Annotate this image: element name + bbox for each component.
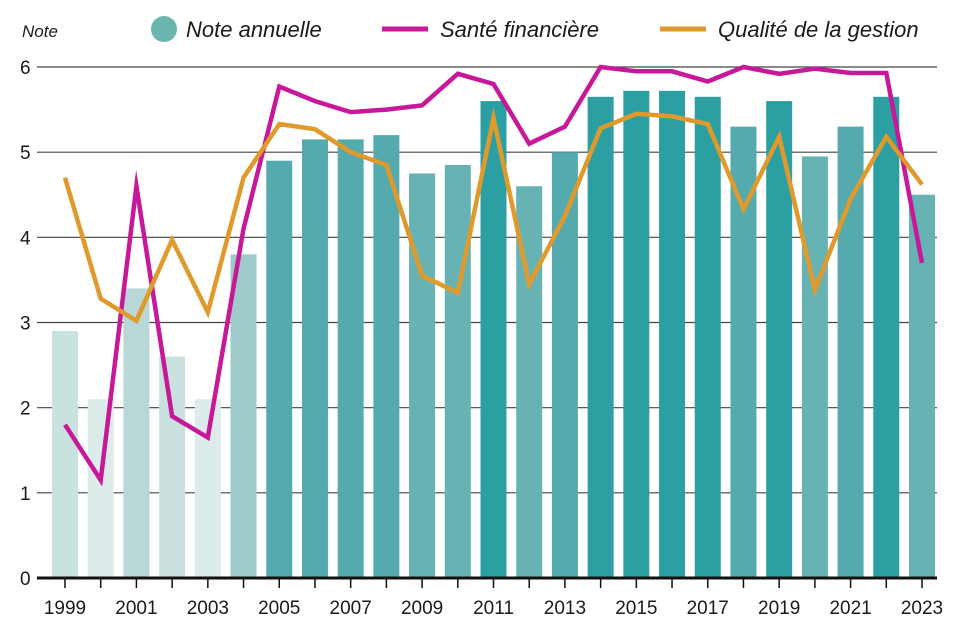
x-tick-label-2003: 2003 xyxy=(187,598,229,619)
bar-2004 xyxy=(230,254,257,578)
x-tick-label-2007: 2007 xyxy=(330,598,372,619)
bar-series xyxy=(52,90,935,579)
bar-2020 xyxy=(801,156,828,579)
bar-2007 xyxy=(337,139,364,578)
bar-2009 xyxy=(409,173,436,579)
bar-2014 xyxy=(587,96,614,578)
legend-label-note-annuelle: Note annuelle xyxy=(186,17,322,42)
x-tick-label-2023: 2023 xyxy=(901,598,943,619)
bar-2021 xyxy=(837,126,864,578)
bar-2015 xyxy=(623,90,650,578)
y-tick-label-0: 0 xyxy=(20,569,31,590)
line-qualite-gestion xyxy=(62,107,924,325)
bar-2022 xyxy=(873,96,900,578)
legend: Note Note annuelle Santé financière Qual… xyxy=(22,16,919,42)
legend-marker-note-annuelle xyxy=(151,16,177,42)
y-tick-label-2: 2 xyxy=(20,399,31,420)
bar-2006 xyxy=(301,139,328,578)
y-tick-label-3: 3 xyxy=(20,314,31,335)
bar-2017 xyxy=(694,96,721,578)
x-tick-label-1999: 1999 xyxy=(44,598,86,619)
bar-2005 xyxy=(266,160,293,578)
y-tick-label-5: 5 xyxy=(20,143,31,164)
bar-2001 xyxy=(123,288,150,578)
bar-2000 xyxy=(87,399,114,578)
bar-2008 xyxy=(373,135,400,578)
bar-2002 xyxy=(159,356,186,578)
bar-2011 xyxy=(480,101,507,579)
x-tick-label-2019: 2019 xyxy=(758,598,800,619)
bar-2013 xyxy=(551,152,578,578)
line-series xyxy=(62,64,925,487)
axes: 0 1 2 3 4 5 6 1999 2001 2003 2005 2007 2009 2011 2013 2… xyxy=(20,58,943,619)
x-tick-label-2005: 2005 xyxy=(258,598,300,619)
y-tick-label-4: 4 xyxy=(20,228,31,249)
bar-2018 xyxy=(730,126,757,578)
bar-2016 xyxy=(659,90,686,578)
legend-label-sante-financiere: Santé financière xyxy=(440,17,599,42)
x-tick-label-2021: 2021 xyxy=(829,598,871,619)
x-tick-label-2013: 2013 xyxy=(544,598,586,619)
y-axis-label: Note xyxy=(22,22,58,41)
y-tick-label-6: 6 xyxy=(20,58,31,79)
bar-2010 xyxy=(444,164,471,579)
legend-label-qualite-gestion: Qualité de la gestion xyxy=(718,17,919,42)
x-tick-label-2011: 2011 xyxy=(473,598,514,619)
x-tick-label-2001: 2001 xyxy=(115,598,157,619)
x-tick-label-2009: 2009 xyxy=(401,598,443,619)
x-tick-label-2017: 2017 xyxy=(687,598,729,619)
y-tick-label-1: 1 xyxy=(20,484,31,505)
line-sante-financiere xyxy=(63,64,925,487)
x-tick-label-2015: 2015 xyxy=(615,598,657,619)
bar-1999 xyxy=(52,331,78,578)
